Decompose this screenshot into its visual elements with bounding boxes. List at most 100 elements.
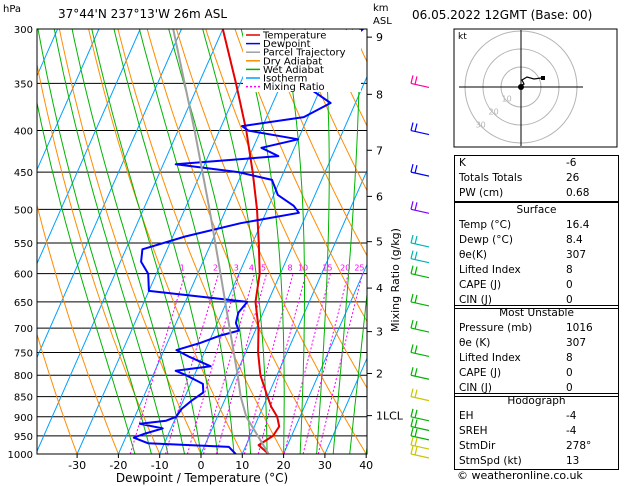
km-tick-label: 2: [376, 367, 383, 380]
wind-barb-flag: [410, 122, 414, 131]
hodo-label: StmDir: [459, 440, 496, 452]
mixing-ratio-line: [165, 273, 220, 454]
mu-value: 307: [566, 337, 587, 349]
hodo-value: -4: [566, 425, 577, 437]
wind-barb-staff: [410, 171, 430, 177]
wind-barb-flag: [410, 234, 414, 244]
mixing-ratio-label: 10: [298, 264, 308, 273]
wind-barb-flag: [414, 389, 418, 398]
hodograph-table: Hodograph EH -4 SREH -4 StmDir 278° StmSpd …: [454, 393, 619, 470]
mixing-ratio-label: 25: [354, 264, 364, 273]
mu-label: Lifted Index: [459, 352, 521, 364]
wind-barb: [410, 408, 430, 422]
dry-adiabat: [234, 29, 367, 323]
legend-entry: Dry Adiabat: [263, 56, 322, 67]
dry-adiabat: [0, 0, 36, 454]
surface-value: 307: [566, 249, 587, 261]
isotherm-line: [159, 29, 348, 454]
surface-title: Surface: [516, 204, 557, 216]
wind-barb-flag: [410, 344, 414, 353]
mu-label: CAPE (J): [459, 367, 502, 379]
km-tick-label: 8: [376, 88, 383, 101]
wet-adiabat: [168, 29, 252, 454]
km-tick-label: 3: [376, 326, 383, 339]
index-label: PW (cm): [459, 187, 504, 199]
km-tick-label: 7: [376, 144, 383, 157]
hodograph-trace: [518, 76, 542, 87]
legend-entry: Mixing Ratio: [263, 82, 325, 93]
asl-label: ASL: [373, 16, 392, 27]
wind-barb-flag: [410, 445, 414, 455]
wind-barb: [410, 418, 430, 432]
temp-tick-label: -20: [109, 459, 127, 472]
wind-barb-flag: [410, 427, 414, 437]
pressure-tick-label: 550: [14, 239, 33, 250]
wind-barb-flag: [414, 266, 418, 275]
mixing-ratio-line: [243, 273, 294, 454]
wind-barb-flag: [410, 418, 414, 427]
wind-barb: [410, 201, 430, 214]
hodograph-storm-marker: [541, 76, 545, 80]
wind-barb: [410, 75, 430, 89]
wind-barb-staff: [410, 129, 430, 136]
dry-adiabat: [37, 203, 119, 454]
wind-barb-flag: [410, 163, 414, 173]
hodograph-unit-label: kt: [458, 32, 467, 42]
wind-barb-flag: [414, 235, 418, 245]
wet-adiabat: [37, 29, 152, 454]
surface-value: 16.4: [566, 219, 590, 231]
hodograph-frame: [453, 28, 618, 148]
wind-barb-flag: [414, 202, 418, 211]
mu-value: 8: [566, 352, 573, 364]
hodo-label: SREH: [459, 425, 488, 437]
hodograph-ring-label: 10: [502, 94, 512, 103]
mu-label: θe (K): [459, 337, 491, 349]
x-axis-label: Dewpoint / Temperature (°C): [116, 471, 288, 485]
wind-barb-staff: [410, 327, 430, 333]
most-unstable-table: Most Unstable Pressure (mb) 1016 θe (K) 30…: [454, 305, 619, 397]
wind-barb-staff: [410, 396, 430, 402]
legend-background: [243, 30, 361, 92]
isotherm-line: [283, 263, 367, 454]
legend-entry: Isotherm: [263, 74, 307, 85]
wet-adiabat: [349, 289, 367, 454]
pressure-tick-label: 300: [14, 25, 33, 36]
mixing-ratio-line: [317, 273, 363, 454]
wind-barb-flag: [414, 437, 418, 447]
surface-value: 0: [566, 294, 573, 306]
dry-adiabat: [117, 29, 285, 454]
series-line-temperature: [221, 29, 281, 454]
dry-adiabat: [263, 29, 367, 257]
surface-label: Dewp (°C): [459, 234, 513, 246]
plot-area: [0, 0, 367, 454]
wind-barb-flag: [414, 446, 418, 456]
hodo-label: StmSpd (kt): [459, 455, 522, 467]
pressure-tick-label: 750: [14, 348, 33, 359]
hodo-value: 13: [566, 455, 580, 467]
mu-value: 0: [566, 367, 573, 379]
mu-value: 0: [566, 382, 573, 394]
hodograph-ring-label: 20: [489, 107, 499, 116]
mixing-ratio-axis-label: Mixing Ratio (g/kg): [389, 228, 402, 332]
surface-row: Temp (°C) 16.4: [455, 218, 618, 233]
wet-adiabat: [53, 29, 169, 454]
copyright-footer[interactable]: © weatheronline.co.uk: [457, 469, 583, 482]
wind-barb: [410, 367, 430, 380]
wind-barb: [410, 388, 430, 402]
isotherm-line: [37, 29, 224, 453]
mixing-ratio-line: [257, 273, 307, 454]
mixing-ratio-label: 20: [340, 264, 350, 273]
series-line-dewpoint: [132, 29, 364, 454]
temp-tick-label: 30: [318, 459, 332, 472]
dry-adiabat: [37, 62, 161, 454]
wet-adiabat: [71, 29, 185, 454]
pressure-tick-label: 700: [14, 324, 33, 335]
index-label: K: [459, 157, 466, 169]
mu-label: CIN (J): [459, 382, 492, 394]
wet-adiabat: [282, 29, 305, 454]
mixing-ratio-label: 3: [234, 264, 239, 273]
mu-row: θe (K) 307: [455, 336, 618, 351]
wind-barb-flag: [414, 320, 418, 330]
